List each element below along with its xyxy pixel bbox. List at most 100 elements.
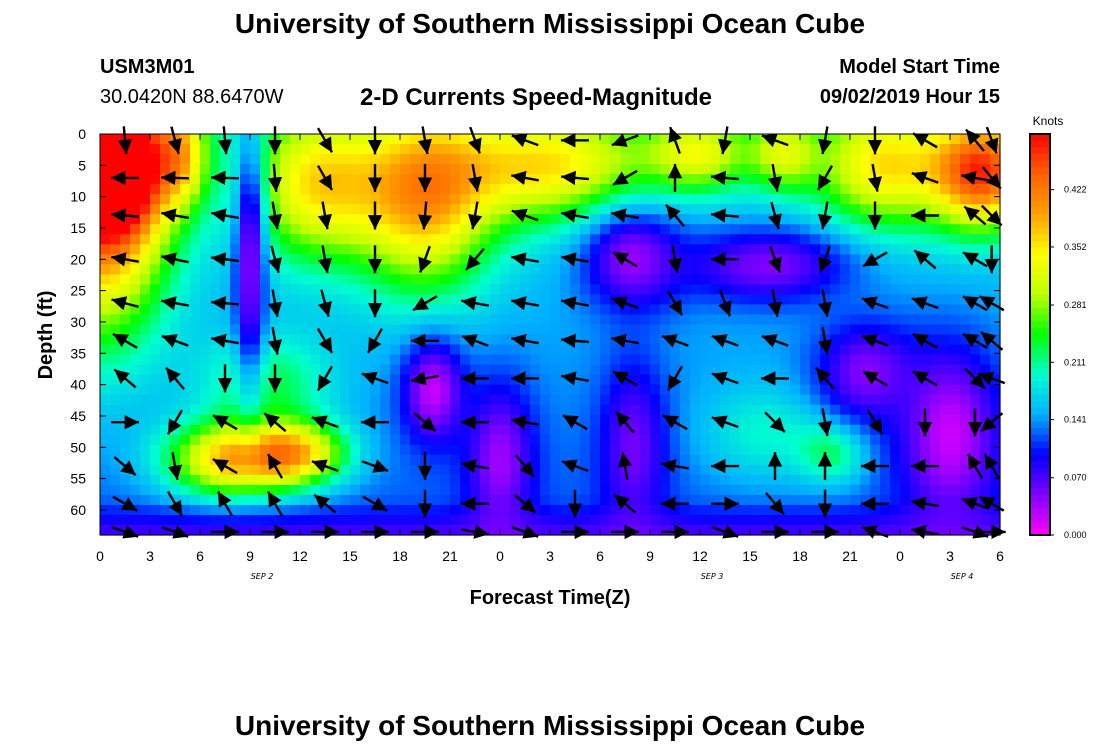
heatmap-cell <box>950 284 961 296</box>
heatmap-cell <box>170 454 181 466</box>
heatmap-cell <box>440 514 451 526</box>
heatmap-cell <box>810 374 821 386</box>
heatmap-cell <box>410 164 421 175</box>
current-vector <box>910 524 940 540</box>
heatmap-cell <box>630 524 641 536</box>
heatmap-cell <box>130 264 141 275</box>
heatmap-cell <box>750 184 761 195</box>
heatmap-cell <box>730 324 741 336</box>
heatmap-cell <box>750 444 761 456</box>
heatmap-cell <box>150 234 161 245</box>
heatmap-cell <box>260 264 271 275</box>
heatmap-cell <box>640 444 651 456</box>
heatmap-cell <box>690 414 701 426</box>
heatmap-cell <box>890 334 901 346</box>
current-vector <box>561 459 589 473</box>
heatmap-cell <box>310 204 321 215</box>
heatmap-cell <box>120 414 131 426</box>
heatmap-cell <box>400 164 411 175</box>
heatmap-cell <box>350 154 361 165</box>
heatmap-cell <box>530 464 541 476</box>
heatmap-cell <box>400 234 411 245</box>
heatmap-cell <box>800 434 811 446</box>
heatmap-cell <box>230 234 241 245</box>
heatmap-cell <box>560 234 571 245</box>
heatmap-cell <box>930 474 941 486</box>
heatmap-cell <box>830 374 841 386</box>
heatmap-cell <box>910 484 921 496</box>
heatmap-cell <box>780 494 791 506</box>
heatmap-cell <box>360 484 371 496</box>
heatmap-cell <box>890 264 901 275</box>
heatmap-cell <box>200 484 211 496</box>
heatmap-cell <box>250 494 261 506</box>
heatmap-cell <box>130 404 141 416</box>
colorbar-segment <box>1030 428 1050 436</box>
heatmap-cell <box>620 394 631 406</box>
heatmap-cell <box>720 154 731 165</box>
heatmap-cell <box>500 134 511 145</box>
heatmap-cell <box>750 364 761 376</box>
heatmap-cell <box>960 484 971 496</box>
heatmap-cell <box>360 144 371 155</box>
heatmap-cell <box>300 284 311 296</box>
heatmap-cell <box>230 334 241 346</box>
heatmap-cell <box>710 344 721 356</box>
heatmap-cell <box>560 424 571 436</box>
heatmap-cell <box>980 444 991 456</box>
heatmap-cell <box>920 234 931 245</box>
heatmap-cell <box>230 404 241 416</box>
heatmap-cell <box>540 414 551 426</box>
heatmap-cell <box>790 204 801 215</box>
heatmap-cell <box>820 234 831 245</box>
heatmap-cell <box>780 204 791 215</box>
heatmap-cell <box>400 384 411 396</box>
heatmap-cell <box>260 214 271 225</box>
heatmap-cell <box>930 434 941 446</box>
heatmap-cell <box>150 134 161 145</box>
heatmap-cell <box>610 484 621 496</box>
heatmap-cell <box>640 354 651 366</box>
heatmap-cell <box>260 164 271 175</box>
heatmap-cell <box>900 514 911 526</box>
heatmap-cell <box>230 264 241 275</box>
heatmap-cell <box>480 484 491 496</box>
heatmap-cell <box>290 134 301 145</box>
colorbar-segment <box>1030 234 1050 242</box>
heatmap-cell <box>860 164 871 175</box>
heatmap-cell <box>450 224 461 235</box>
heatmap-cell <box>530 384 541 396</box>
heatmap-cell <box>630 384 641 396</box>
heatmap-cell <box>990 304 1001 316</box>
heatmap-cell <box>530 274 541 285</box>
heatmap-cell <box>950 434 961 446</box>
heatmap-cell <box>330 404 341 416</box>
heatmap-cell <box>150 204 161 215</box>
heatmap-cell <box>710 444 721 456</box>
heatmap-cell <box>100 334 111 346</box>
current-vector <box>166 409 184 435</box>
heatmap-cell <box>900 214 911 225</box>
heatmap-cell <box>740 434 751 446</box>
heatmap-cell <box>260 194 271 205</box>
heatmap-cell <box>210 364 221 376</box>
current-vector <box>560 252 590 267</box>
heatmap-cell <box>990 324 1001 336</box>
heatmap-cell <box>480 344 491 356</box>
heatmap-cell <box>800 524 811 536</box>
heatmap-cell <box>740 214 751 225</box>
heatmap-cell <box>880 304 891 316</box>
heatmap-cell <box>560 344 571 356</box>
current-vector <box>412 295 438 312</box>
heatmap-cell <box>160 184 171 195</box>
heatmap-cell <box>970 434 981 446</box>
heatmap-cell <box>340 304 351 316</box>
heatmap-cell <box>400 304 411 316</box>
heatmap-cell <box>240 424 251 436</box>
heatmap-cell <box>860 214 871 225</box>
heatmap-cell <box>610 274 621 285</box>
heatmap-cell <box>180 134 191 145</box>
heatmap-cell <box>410 254 421 265</box>
heatmap-cell <box>150 294 161 306</box>
heatmap-cell <box>360 224 371 235</box>
